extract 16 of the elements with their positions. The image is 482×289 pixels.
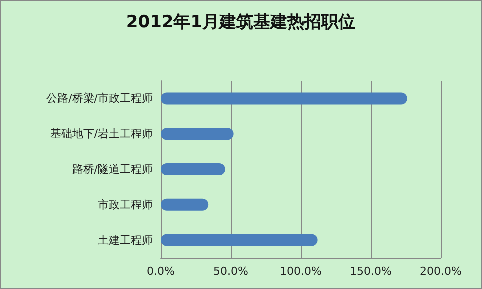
chart-title: 2012年1月建筑基建热招职位 <box>126 12 356 32</box>
x-tick-label: 150.0% <box>350 265 392 278</box>
y-tick-label: 路桥/隧道工程师 <box>72 163 153 176</box>
x-tick-label: 0.0% <box>147 265 175 278</box>
bar <box>161 198 209 211</box>
x-tick-label: 50.0% <box>214 265 248 278</box>
y-tick-label: 市政工程师 <box>98 198 153 212</box>
x-tick-label: 100.0% <box>280 265 322 278</box>
y-tick-label: 公路/桥梁/市政工程师 <box>46 92 153 106</box>
y-tick-label: 土建工程师 <box>98 234 153 247</box>
x-tick-label: 200.0% <box>420 265 462 278</box>
y-tick-label: 基础地下/岩土工程师 <box>50 128 153 141</box>
bar <box>161 92 408 105</box>
bar <box>161 128 234 140</box>
bar <box>161 234 318 246</box>
bar <box>161 164 226 176</box>
